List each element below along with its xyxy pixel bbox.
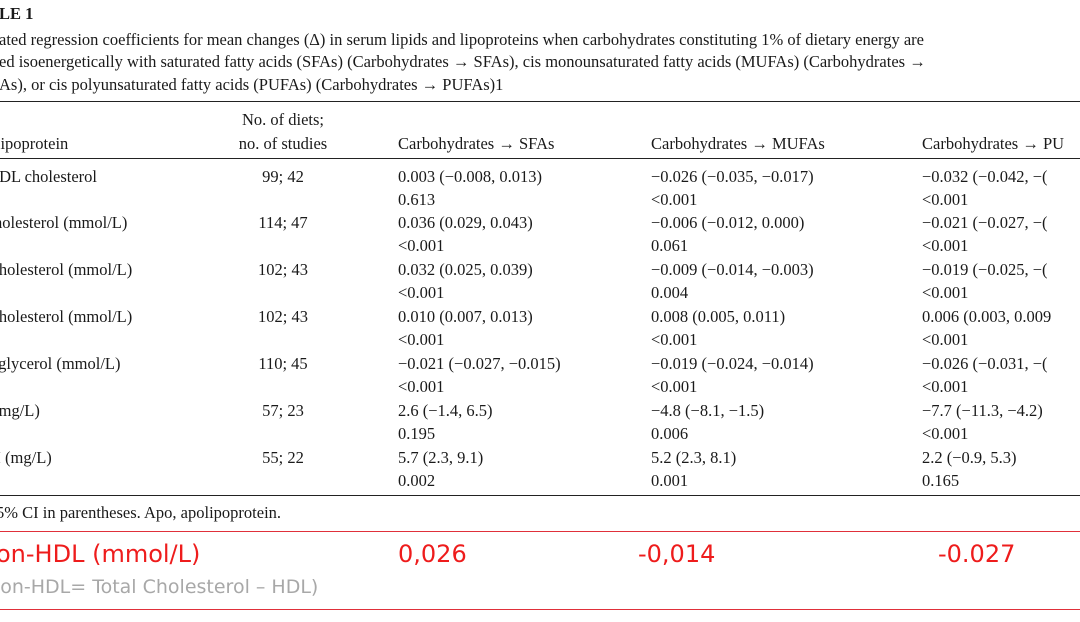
row-diets-studies: 102; 43: [258, 260, 308, 279]
row-mufa-estimate: −0.026 (−0.035, −0.017): [651, 167, 814, 186]
row-diets-studies: 102; 43: [258, 307, 308, 326]
row-diets-studies: 110; 45: [258, 354, 308, 373]
row-pufa-estimate: −0.019 (−0.025, −(: [922, 260, 1048, 279]
row-label: A-I (mg/L): [0, 448, 52, 467]
row-sfa-estimate: 0.003 (−0.008, 0.013): [398, 167, 543, 186]
row-label: B (mg/L): [0, 401, 40, 420]
row-diets-studies: 99; 42: [262, 167, 304, 186]
table-bottom-rule: [0, 495, 1080, 496]
row-pufa-p: <0.001: [922, 236, 969, 255]
annotation-label: on-HDL (mmol/L): [0, 540, 201, 568]
row-label: L cholesterol (mmol/L): [0, 307, 133, 326]
row-mufa-p: 0.061: [651, 236, 689, 255]
row-pufa-estimate: 2.2 (−0.9, 5.3): [922, 448, 1017, 467]
row-diets-studies: 55; 22: [262, 448, 304, 467]
row-sfa-p: 0.613: [398, 190, 436, 209]
row-sfa-estimate: 2.6 (−1.4, 6.5): [398, 401, 493, 420]
row-mufa-estimate: −4.8 (−8.1, −1.5): [651, 401, 765, 420]
table-caption-line-2: ed isoenergetically with saturated fatty…: [0, 52, 926, 71]
row-mufa-p: 0.004: [651, 283, 689, 302]
row-pufa-p: <0.001: [922, 283, 969, 302]
row-label: L cholesterol (mmol/L): [0, 260, 133, 279]
row-mufa-estimate: −0.006 (−0.012, 0.000): [651, 213, 805, 232]
annotation-formula: Non-HDL= Total Cholesterol – HDL): [0, 576, 319, 598]
row-mufa-p: <0.001: [651, 190, 698, 209]
annotation-sfa-value: 0,026: [398, 540, 467, 568]
row-sfa-p: <0.001: [398, 330, 445, 349]
row-diets-studies: 57; 23: [262, 401, 304, 420]
table-top-rule: [0, 101, 1080, 102]
row-sfa-p: <0.001: [398, 236, 445, 255]
annotation-mufa-value: -0,014: [638, 540, 716, 568]
row-mufa-estimate: 0.008 (0.005, 0.011): [651, 307, 786, 326]
row-sfa-estimate: −0.021 (−0.027, −0.015): [398, 354, 561, 373]
table-caption-line-1: ated regression coefficients for mean ch…: [0, 30, 924, 49]
row-sfa-p: 0.002: [398, 471, 436, 490]
annotation-bottom-line: [0, 609, 1080, 610]
header-diets-line-1: No. of diets;: [241, 110, 325, 129]
row-label: l:HDL cholesterol: [0, 167, 97, 186]
row-mufa-estimate: 5.2 (2.3, 8.1): [651, 448, 737, 467]
table-caption-line-3: As), or cis polyunsaturated fatty acids …: [0, 75, 504, 94]
row-mufa-p: 0.006: [651, 424, 689, 443]
row-sfa-estimate: 0.032 (0.025, 0.039): [398, 260, 533, 279]
header-lipoprotein: or lipoprotein: [0, 134, 69, 153]
row-sfa-p: <0.001: [398, 377, 445, 396]
header-carbohydrates-pufas: Carbohydrates → PU: [922, 134, 1065, 153]
annotation-top-line: [0, 531, 1080, 532]
row-label: cylglycerol (mmol/L): [0, 354, 121, 373]
row-pufa-estimate: −0.021 (−0.027, −(: [922, 213, 1048, 232]
row-pufa-p: <0.001: [922, 424, 969, 443]
row-pufa-p: <0.001: [922, 190, 969, 209]
table-label: LE 1: [0, 4, 34, 23]
row-sfa-p: <0.001: [398, 283, 445, 302]
row-pufa-p: <0.001: [922, 330, 969, 349]
row-mufa-p: 0.001: [651, 471, 689, 490]
row-mufa-p: <0.001: [651, 330, 698, 349]
row-sfa-estimate: 0.036 (0.029, 0.043): [398, 213, 533, 232]
row-mufa-estimate: −0.019 (−0.024, −0.014): [651, 354, 814, 373]
annotation-pufa-value: -0.027: [938, 540, 1016, 568]
row-pufa-p: 0.165: [922, 471, 960, 490]
row-pufa-estimate: −7.7 (−11.3, −4.2): [922, 401, 1043, 420]
row-diets-studies: 114; 47: [258, 213, 308, 232]
row-label: l cholesterol (mmol/L): [0, 213, 128, 232]
row-mufa-estimate: −0.009 (−0.014, −0.003): [651, 260, 814, 279]
row-sfa-p: 0.195: [398, 424, 436, 443]
header-diets-line-2: no. of studies: [238, 134, 328, 153]
row-sfa-estimate: 0.010 (0.007, 0.013): [398, 307, 533, 326]
row-pufa-estimate: 0.006 (0.003, 0.009: [922, 307, 1052, 326]
row-pufa-p: <0.001: [922, 377, 969, 396]
table-footnote: 5% CI in parentheses. Apo, apolipoprotei…: [0, 503, 282, 522]
table-header-rule: [0, 158, 1080, 159]
header-carbohydrates-mufas: Carbohydrates → MUFAs: [651, 134, 825, 153]
header-carbohydrates-sfas: Carbohydrates → SFAs: [398, 134, 555, 153]
row-mufa-p: <0.001: [651, 377, 698, 396]
row-sfa-estimate: 5.7 (2.3, 9.1): [398, 448, 484, 467]
row-pufa-estimate: −0.026 (−0.031, −(: [922, 354, 1048, 373]
row-pufa-estimate: −0.032 (−0.042, −(: [922, 167, 1048, 186]
